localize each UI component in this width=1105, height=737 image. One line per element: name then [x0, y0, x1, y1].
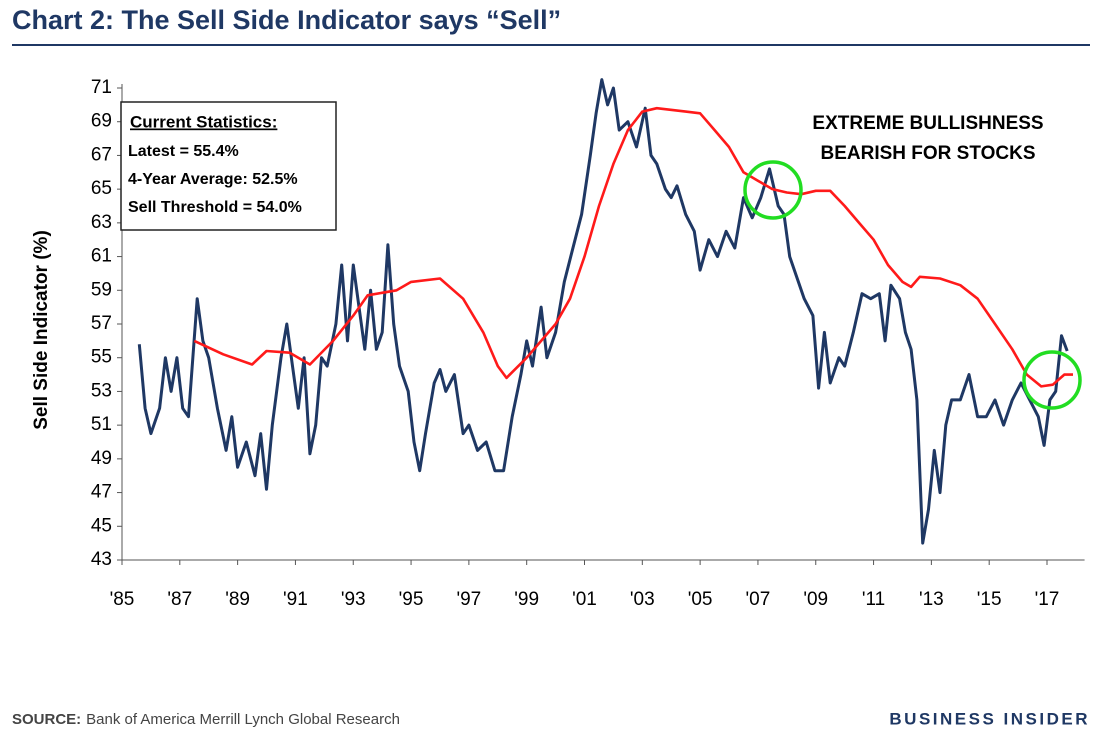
- y-tick-label: 57: [91, 313, 112, 334]
- line-series: [193, 106, 1073, 388]
- y-tick-label: 53: [91, 380, 112, 401]
- x-tick-label: '13: [919, 589, 944, 610]
- y-tick-label: 65: [91, 178, 112, 199]
- x-tick-label: '03: [630, 589, 655, 610]
- stats-line: 4-Year Average: 52.5%: [128, 171, 298, 188]
- annotation: BEARISH FOR STOCKS: [820, 143, 1035, 164]
- x-tick-label: '91: [283, 589, 308, 610]
- y-tick-label: 61: [91, 246, 112, 267]
- x-tick-label: '93: [341, 589, 366, 610]
- line-series: [137, 78, 1069, 545]
- x-tick-label: '07: [746, 589, 771, 610]
- x-tick-label: '01: [572, 589, 597, 610]
- y-tick-label: 43: [91, 549, 112, 570]
- y-axis-label: Sell Side Indicator (%): [31, 230, 52, 430]
- y-tick-label: 55: [91, 347, 112, 368]
- y-tick-label: 49: [91, 448, 112, 469]
- source-text: Bank of America Merrill Lynch Global Res…: [86, 711, 400, 728]
- x-tick-label: '05: [688, 589, 713, 610]
- stats-line: Sell Threshold = 54.0%: [128, 199, 302, 216]
- x-tick-label: '95: [399, 589, 424, 610]
- annotation: EXTREME BULLISHNESS: [812, 113, 1043, 134]
- highlight-circle: [743, 160, 803, 220]
- x-tick-label: '17: [1035, 589, 1060, 610]
- brand: BUSINESS INSIDER: [889, 709, 1090, 728]
- y-tick-label: 59: [91, 279, 112, 300]
- x-tick-label: '87: [167, 589, 192, 610]
- x-tick-label: '99: [514, 589, 539, 610]
- y-tick-label: 71: [91, 77, 112, 98]
- y-tick-label: 69: [91, 111, 112, 132]
- y-tick-label: 63: [91, 212, 112, 233]
- highlight-circle: [1022, 350, 1082, 410]
- chart-title: Chart 2: The Sell Side Indicator says “S…: [12, 5, 561, 35]
- stats-heading: Current Statistics:: [130, 112, 277, 131]
- source: SOURCE: Bank of America Merrill Lynch Glo…: [12, 711, 400, 728]
- x-tick-label: '97: [456, 589, 481, 610]
- y-tick-label: 45: [91, 515, 112, 536]
- stats-line: Latest = 55.4%: [128, 143, 239, 160]
- y-tick-label: 47: [91, 482, 112, 503]
- source-label: SOURCE:: [12, 711, 81, 728]
- x-tick-label: '89: [225, 589, 250, 610]
- y-tick-label: 67: [91, 144, 112, 165]
- y-tick-label: 51: [91, 414, 112, 435]
- x-tick-label: '09: [803, 589, 828, 610]
- x-tick-label: '15: [977, 589, 1002, 610]
- x-tick-label: '11: [862, 589, 885, 610]
- stats-box: [120, 101, 337, 231]
- x-tick-label: '85: [110, 589, 135, 610]
- plot-area: 43 45 47 49 51 53 55 57 59 61 63 65 67 69 71 '85 '87 '89 '…: [91, 77, 1085, 610]
